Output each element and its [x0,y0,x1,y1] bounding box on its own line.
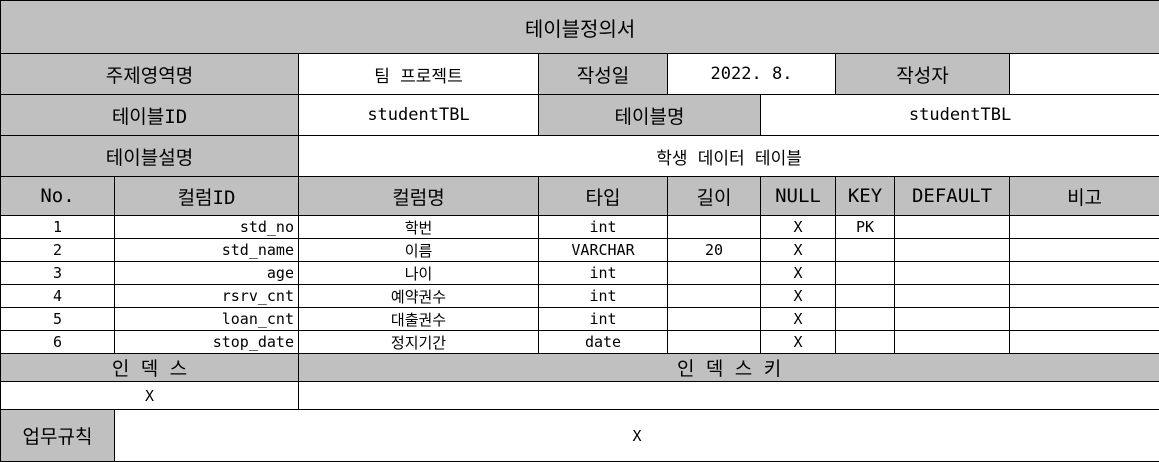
cell-no[interactable]: 1 [0,215,115,239]
cell-type[interactable]: int [538,307,668,331]
table-name-label[interactable]: 테이블명 [538,94,761,136]
index-key-value[interactable] [297,381,1159,410]
business-rules-value[interactable]: X [113,409,1159,462]
table-row: 4 rsrv_cnt 예약권수 int X [0,284,1159,308]
index-label[interactable]: 인 덱 스 [0,353,299,382]
author-label[interactable]: 작성자 [835,53,1010,95]
cell-length[interactable] [667,215,761,239]
cell-default[interactable] [894,215,1010,239]
cell-key[interactable] [835,261,895,285]
cell-col-name[interactable]: 나이 [298,261,539,285]
author-value[interactable] [1008,53,1159,95]
cell-key[interactable]: PK [835,215,895,239]
cell-note[interactable] [1008,261,1159,285]
cell-note[interactable] [1008,307,1159,331]
table-id-value[interactable]: studentTBL [298,94,539,136]
cell-default[interactable] [894,307,1010,331]
table-row: 2 std_name 이름 VARCHAR 20 X [0,238,1159,262]
cell-col-name[interactable]: 대출권수 [298,307,539,331]
cell-null[interactable]: X [760,284,836,308]
col-header-type[interactable]: 타입 [538,176,668,216]
cell-default[interactable] [894,238,1010,262]
table-row: 6 stop_date 정지기간 date X [0,330,1159,354]
table-row: 3 age 나이 int X [0,261,1159,285]
cell-note[interactable] [1008,238,1159,262]
col-header-key[interactable]: KEY [835,176,895,216]
business-rules-label[interactable]: 업무규칙 [0,409,115,462]
cell-length[interactable] [667,307,761,331]
cell-type[interactable]: int [538,215,668,239]
subject-value[interactable]: 팀 프로젝트 [298,53,539,95]
index-value[interactable]: X [0,381,299,410]
cell-key[interactable] [835,238,895,262]
cell-col-id[interactable]: rsrv_cnt [114,284,299,308]
cell-no[interactable]: 6 [0,330,115,354]
table-row: 5 loan_cnt 대출권수 int X [0,307,1159,331]
table-desc-label[interactable]: 테이블설명 [0,135,299,177]
cell-key[interactable] [835,307,895,331]
cell-null[interactable]: X [760,238,836,262]
cell-no[interactable]: 3 [0,261,115,285]
cell-length[interactable] [667,261,761,285]
cell-length[interactable] [667,330,761,354]
col-header-default[interactable]: DEFAULT [894,176,1010,216]
date-label[interactable]: 작성일 [538,53,668,95]
col-header-col-id[interactable]: 컬럼ID [114,176,299,216]
cell-key[interactable] [835,284,895,308]
cell-null[interactable]: X [760,261,836,285]
cell-col-name[interactable]: 정지기간 [298,330,539,354]
cell-col-id[interactable]: loan_cnt [114,307,299,331]
cell-default[interactable] [894,330,1010,354]
table-name-value[interactable]: studentTBL [759,94,1159,136]
table-row: 1 std_no 학번 int X PK [0,215,1159,239]
cell-note[interactable] [1008,284,1159,308]
cell-col-name[interactable]: 예약권수 [298,284,539,308]
cell-col-id[interactable]: std_no [114,215,299,239]
cell-col-id[interactable]: std_name [114,238,299,262]
subject-label[interactable]: 주제영역명 [0,53,299,95]
cell-col-name[interactable]: 이름 [298,238,539,262]
cell-no[interactable]: 5 [0,307,115,331]
cell-no[interactable]: 4 [0,284,115,308]
cell-col-id[interactable]: stop_date [114,330,299,354]
date-value[interactable]: 2022. 8. [667,53,836,95]
cell-null[interactable]: X [760,307,836,331]
table-desc-value[interactable]: 학생 데이터 테이블 [297,135,1159,177]
cell-no[interactable]: 2 [0,238,115,262]
col-header-no[interactable]: No. [0,176,115,216]
page-title[interactable]: 테이블정의서 [0,0,1159,54]
cell-null[interactable]: X [760,330,836,354]
cell-note[interactable] [1008,215,1159,239]
cell-type[interactable]: VARCHAR [538,238,668,262]
cell-length[interactable] [667,284,761,308]
cell-default[interactable] [894,261,1010,285]
cell-key[interactable] [835,330,895,354]
cell-col-id[interactable]: age [114,261,299,285]
index-key-label[interactable]: 인 덱 스 키 [297,353,1159,382]
cell-default[interactable] [894,284,1010,308]
cell-type[interactable]: date [538,330,668,354]
cell-length[interactable]: 20 [667,238,761,262]
col-header-col-name[interactable]: 컬럼명 [298,176,539,216]
cell-type[interactable]: int [538,284,668,308]
col-header-length[interactable]: 길이 [667,176,761,216]
cell-type[interactable]: int [538,261,668,285]
cell-col-name[interactable]: 학번 [298,215,539,239]
cell-note[interactable] [1008,330,1159,354]
col-header-note[interactable]: 비고 [1008,176,1159,216]
col-header-null[interactable]: NULL [760,176,836,216]
cell-null[interactable]: X [760,215,836,239]
table-id-label[interactable]: 테이블ID [0,94,299,136]
